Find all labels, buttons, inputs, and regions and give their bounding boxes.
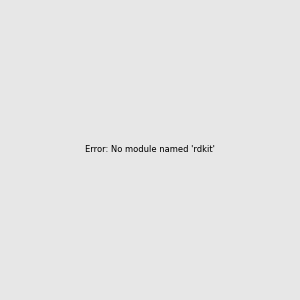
Text: Error: No module named 'rdkit': Error: No module named 'rdkit' — [85, 146, 215, 154]
